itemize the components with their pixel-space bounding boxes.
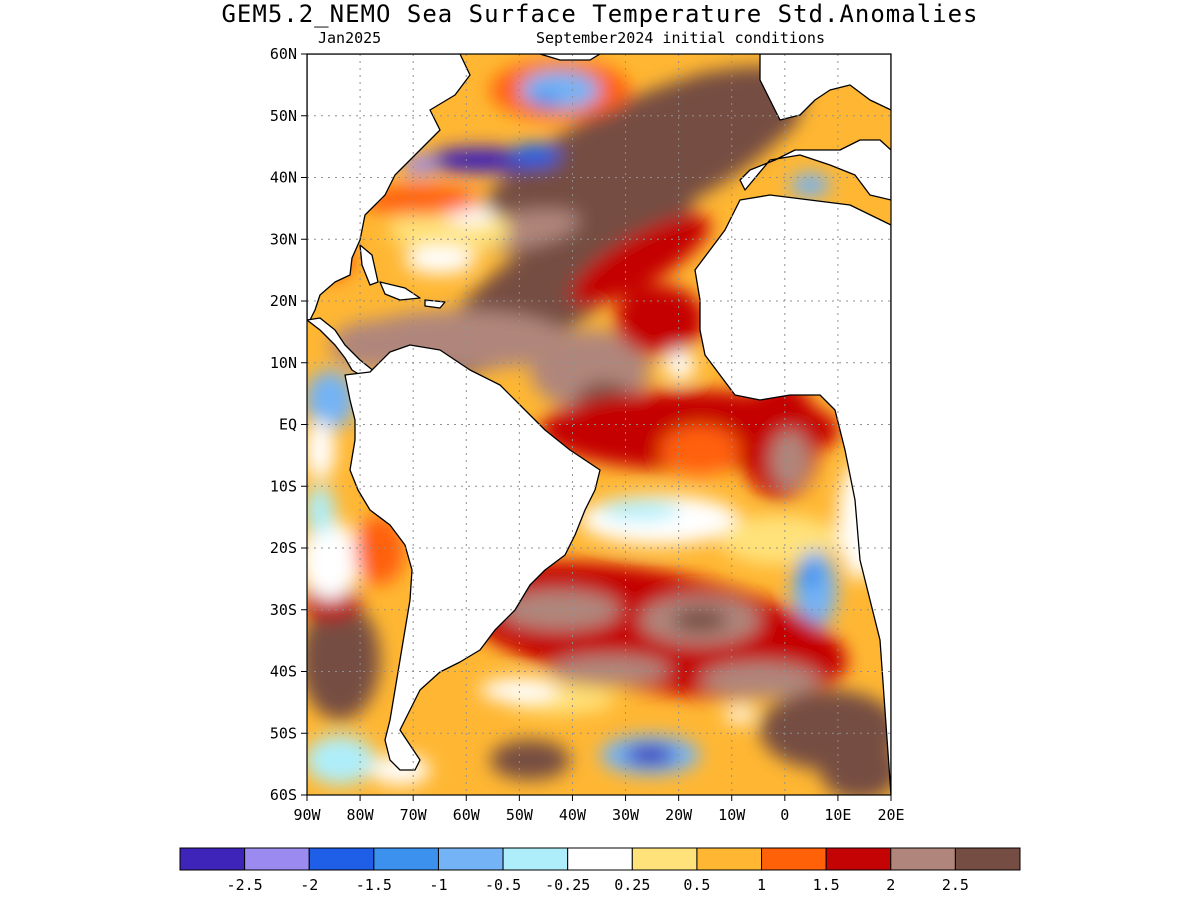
colorbar-swatch [373, 847, 439, 871]
lon-tick-label: 70W [400, 806, 428, 824]
colorbar-label: -0.5 [485, 876, 521, 894]
colorbar-label: -2.5 [227, 876, 263, 894]
colorbar-swatch [825, 847, 892, 871]
lat-tick-label: 40S [270, 663, 297, 681]
lat-tick-label: 10N [270, 354, 297, 372]
colorbar-label: -2 [300, 876, 318, 894]
colorbar-swatch [954, 847, 1021, 871]
colorbar-label: 0.5 [683, 876, 710, 894]
colorbar-swatch [502, 847, 569, 871]
colorbar-swatch [244, 847, 310, 871]
map-title: GEM5.2_NEMO Sea Surface Temperature Std.… [221, 0, 979, 28]
lat-tick-label: 30N [270, 230, 297, 248]
lat-tick-label: 50S [270, 724, 297, 742]
lon-tick-label: 60W [453, 806, 481, 824]
colorbar-swatch [567, 847, 633, 871]
colorbar-swatch [890, 847, 956, 871]
colorbar-label: -1 [429, 876, 447, 894]
colorbar-label: 2.5 [942, 876, 969, 894]
colorbar-swatch [179, 847, 246, 871]
colorbar-label: 1.5 [813, 876, 840, 894]
colorbar-label: 0.25 [614, 876, 650, 894]
lon-tick-label: 0 [780, 806, 789, 824]
colorbar-swatch [761, 847, 827, 871]
colorbar [179, 847, 1021, 871]
lat-tick-label: 20S [270, 539, 297, 557]
lat-tick-label: 40N [270, 169, 297, 187]
colorbar-swatch [631, 847, 698, 871]
colorbar-labels: -2.5 -2 -1.5 -1 -0.5 -0.25 0.25 0.5 1 1.5 2 2.5 [227, 876, 969, 894]
lat-tick-label: EQ [279, 416, 297, 434]
lon-tick-label: 40W [559, 806, 587, 824]
longitude-ticks: 90W 80W 70W 60W 50W 40W 30W 20W 10W 0 10E 20E [293, 795, 905, 824]
colorbar-swatch [696, 847, 763, 871]
forecast-month: Jan2025 [318, 29, 382, 47]
colorbar-swatch [437, 847, 504, 871]
colorbar-label: -1.5 [356, 876, 392, 894]
lat-tick-label: 60S [270, 786, 297, 804]
lon-tick-label: 10W [718, 806, 746, 824]
lon-tick-label: 20E [877, 806, 904, 824]
lon-tick-label: 80W [347, 806, 375, 824]
land-mask [307, 54, 891, 795]
lon-tick-label: 20W [665, 806, 693, 824]
lat-tick-label: 60N [270, 45, 297, 63]
lat-tick-label: 10S [270, 477, 297, 495]
grid-lines [307, 54, 891, 795]
anomaly-field [307, 54, 891, 795]
latitude-ticks: 60N 50N 40N 30N 20N 10N EQ 10S 20S 30S 40S 50S 60S [270, 45, 307, 804]
colorbar-swatch [308, 847, 375, 871]
lat-tick-label: 20N [270, 292, 297, 310]
initial-conditions: September2024 initial conditions [536, 29, 825, 47]
colorbar-label: 2 [886, 876, 895, 894]
lon-tick-label: 90W [293, 806, 321, 824]
lon-tick-label: 50W [506, 806, 534, 824]
lon-tick-label: 10E [824, 806, 851, 824]
colorbar-label: 1 [757, 876, 766, 894]
colorbar-label: -0.25 [545, 876, 590, 894]
lat-tick-label: 50N [270, 107, 297, 125]
lon-tick-label: 30W [612, 806, 640, 824]
lat-tick-label: 30S [270, 601, 297, 619]
